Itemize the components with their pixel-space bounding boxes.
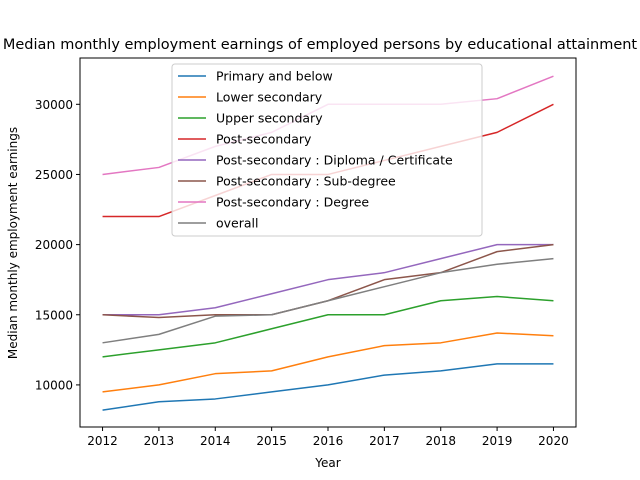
x-tick-label: 2012 (87, 434, 118, 448)
legend-label: Primary and below (216, 69, 333, 84)
y-axis: 10000 15000 20000 25000 30000 (35, 98, 80, 392)
legend-box (171, 63, 483, 237)
series-line-8 (102, 257, 554, 344)
legend-label: overall (216, 216, 258, 231)
legend-label: Post-secondary : Diploma / Certificate (216, 153, 453, 168)
x-tick-label: 2014 (200, 434, 231, 448)
y-tick-label: 25000 (35, 168, 73, 182)
series-line-3 (102, 295, 554, 358)
series-line-1 (102, 363, 554, 411)
series-line-2 (102, 332, 554, 393)
y-tick-label: 10000 (35, 378, 73, 392)
y-axis-label: Median monthly employment earnings (6, 127, 20, 359)
legend: Primary and below Lower secondary Upper se… (171, 63, 483, 237)
x-tick-label: 2017 (369, 434, 400, 448)
legend-label: Upper secondary (216, 111, 323, 126)
x-tick-label: 2019 (482, 434, 513, 448)
legend-label: Post-secondary : Degree (216, 195, 369, 210)
x-tick-label: 2016 (313, 434, 344, 448)
x-tick-label: 2020 (538, 434, 569, 448)
series-line-5 (102, 243, 554, 316)
series-line-6 (102, 243, 554, 319)
legend-label: Post-secondary (216, 132, 312, 147)
x-axis-label: Year (314, 456, 340, 470)
chart-title: Median monthly employment earnings of em… (3, 37, 638, 53)
y-tick-label: 30000 (35, 98, 73, 112)
y-tick-label: 15000 (35, 308, 73, 322)
x-tick-label: 2018 (425, 434, 456, 448)
legend-label: Lower secondary (216, 90, 323, 105)
x-tick-label: 2013 (144, 434, 175, 448)
x-axis: 2012 2013 2014 2015 2016 2017 2018 2019 2020 (87, 427, 569, 448)
y-tick-label: 20000 (35, 238, 73, 252)
legend-label: Post-secondary : Sub-degree (216, 174, 396, 189)
x-tick-label: 2015 (256, 434, 287, 448)
